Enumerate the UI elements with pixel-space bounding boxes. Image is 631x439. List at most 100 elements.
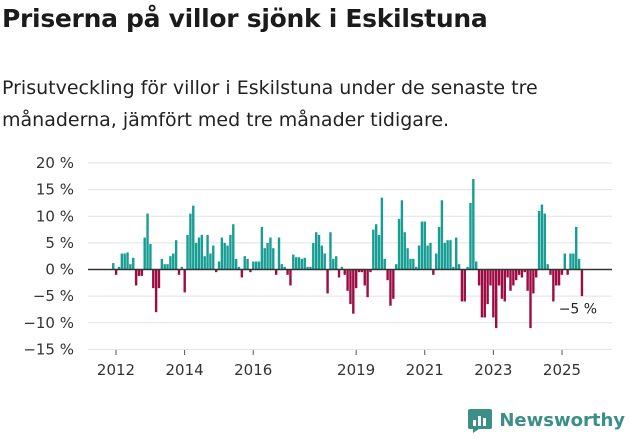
bar bbox=[383, 258, 386, 270]
bar bbox=[517, 269, 521, 275]
bar bbox=[157, 269, 161, 289]
bar bbox=[126, 252, 129, 270]
bar bbox=[240, 269, 244, 278]
brand-name: Newsworthy bbox=[499, 409, 625, 431]
bar bbox=[414, 266, 418, 270]
bar bbox=[146, 213, 149, 270]
newsworthy-logo-icon bbox=[468, 409, 493, 433]
bar bbox=[189, 213, 192, 270]
bar bbox=[569, 253, 572, 270]
bar bbox=[134, 269, 138, 286]
bar bbox=[520, 269, 524, 278]
bar bbox=[112, 263, 115, 270]
bar bbox=[463, 269, 466, 302]
bar bbox=[274, 269, 278, 275]
bar bbox=[329, 232, 332, 270]
bar bbox=[300, 258, 304, 270]
bar bbox=[166, 264, 169, 270]
bar-chart: 20 % 15 % 10 % 5 % 0 % −5 % −10 % −15 % 2012 2014… bbox=[23, 154, 612, 379]
bar bbox=[154, 269, 158, 313]
bar bbox=[417, 245, 421, 270]
bar bbox=[249, 269, 252, 273]
x-tick-label: 2025 bbox=[543, 361, 581, 379]
bar bbox=[266, 242, 269, 270]
bar bbox=[123, 253, 126, 270]
bar bbox=[183, 269, 186, 293]
bar bbox=[254, 261, 258, 270]
bar bbox=[495, 269, 498, 329]
bar bbox=[566, 269, 569, 275]
x-tick-label: 2023 bbox=[474, 361, 512, 379]
y-tick-label: −10 % bbox=[23, 314, 74, 332]
bar bbox=[443, 242, 446, 270]
bar bbox=[303, 257, 306, 270]
bar bbox=[440, 200, 444, 270]
x-tick-label: 2012 bbox=[97, 361, 135, 379]
bar bbox=[560, 269, 564, 275]
bar bbox=[337, 269, 341, 278]
bar bbox=[114, 269, 118, 275]
bar bbox=[257, 261, 261, 270]
bar bbox=[486, 269, 489, 305]
bar bbox=[506, 269, 509, 278]
bar bbox=[543, 213, 546, 270]
bar bbox=[532, 269, 535, 294]
bar bbox=[429, 242, 432, 270]
bar bbox=[492, 269, 495, 318]
bar bbox=[149, 243, 152, 270]
bar bbox=[243, 256, 246, 270]
bar bbox=[537, 210, 541, 270]
gridlines bbox=[88, 162, 612, 350]
bar bbox=[523, 269, 526, 273]
bar bbox=[140, 269, 144, 276]
chart-title: Priserna på villor sjönk i Eskilstuna bbox=[2, 4, 488, 33]
bar bbox=[572, 253, 575, 270]
bar bbox=[392, 269, 395, 299]
bar bbox=[409, 258, 412, 270]
bar bbox=[540, 204, 544, 270]
bar bbox=[446, 240, 449, 270]
bar bbox=[386, 269, 389, 281]
bar bbox=[120, 253, 124, 270]
bar bbox=[449, 240, 452, 270]
bar bbox=[437, 226, 441, 270]
bar bbox=[232, 224, 235, 270]
bar bbox=[320, 245, 324, 270]
bar bbox=[397, 218, 401, 270]
bar bbox=[432, 269, 435, 275]
bar bbox=[203, 256, 206, 270]
y-tick-label: 5 % bbox=[45, 234, 74, 252]
bar bbox=[269, 237, 272, 270]
x-tick-label: 2021 bbox=[406, 361, 444, 379]
bar bbox=[234, 258, 238, 270]
bar bbox=[366, 269, 369, 298]
bar bbox=[374, 224, 378, 270]
bar bbox=[326, 269, 329, 294]
bar bbox=[294, 257, 298, 270]
bar bbox=[192, 205, 195, 270]
bar bbox=[369, 269, 372, 273]
bar bbox=[217, 261, 221, 270]
bar bbox=[529, 269, 532, 329]
bar bbox=[163, 264, 166, 270]
bar bbox=[475, 261, 478, 270]
bar bbox=[480, 269, 484, 318]
bar bbox=[354, 269, 358, 289]
y-tick-label: 20 % bbox=[36, 154, 74, 172]
bar bbox=[314, 232, 318, 270]
bar bbox=[346, 269, 349, 291]
bar bbox=[174, 240, 178, 270]
bar bbox=[212, 245, 215, 270]
bar bbox=[460, 269, 464, 302]
bar bbox=[377, 234, 381, 270]
bar bbox=[394, 264, 398, 270]
bar bbox=[549, 269, 552, 275]
bar bbox=[580, 269, 584, 297]
bar bbox=[177, 269, 181, 275]
bar bbox=[406, 248, 409, 270]
bar bbox=[200, 234, 204, 270]
bar bbox=[452, 266, 455, 270]
bar bbox=[246, 258, 249, 270]
bar bbox=[455, 237, 458, 270]
bar bbox=[129, 264, 132, 270]
